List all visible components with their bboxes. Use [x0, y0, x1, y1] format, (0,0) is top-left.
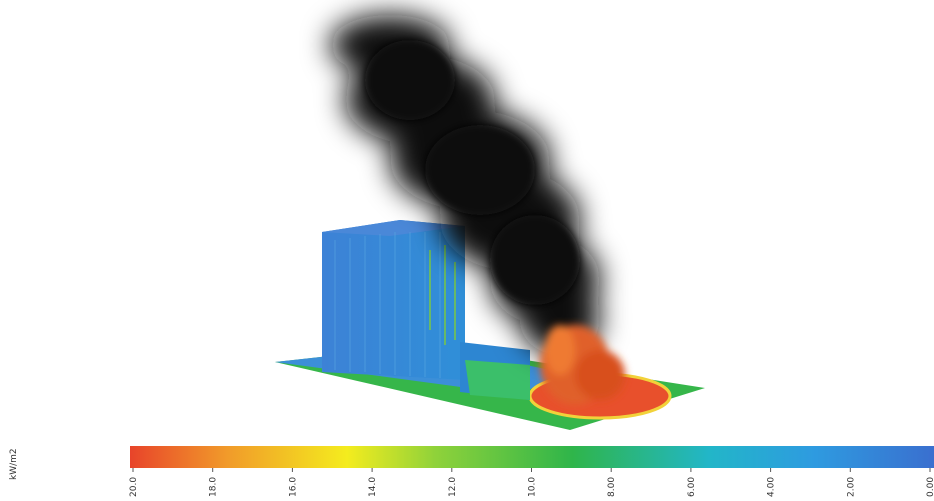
tick-label: 18.0 [209, 477, 219, 497]
tick-label: 0.00 [926, 477, 934, 497]
tick-label: 14.0 [368, 477, 378, 497]
tick-label: 4.00 [767, 477, 777, 497]
fire [540, 325, 625, 405]
page: kW/m2 20.0 18.0 16.0 14.0 12.0 10.0 8.00 6.00 4.… [0, 0, 934, 501]
tick-label: 6.00 [687, 477, 697, 497]
colorbar [130, 446, 934, 468]
tick-label: 12.0 [448, 477, 458, 497]
colorbar-unit: kW/m2 [9, 448, 19, 480]
tick-label: 20.0 [129, 477, 139, 497]
tick-label: 16.0 [288, 477, 298, 497]
scene: kW/m2 20.0 18.0 16.0 14.0 12.0 10.0 8.00 6.00 4.… [0, 0, 934, 501]
tick-label: 8.00 [607, 477, 617, 497]
colorbar-ticks: 20.0 18.0 16.0 14.0 12.0 10.0 8.00 6.00 4.00 2.00… [129, 468, 934, 497]
tick-label: 10.0 [528, 477, 538, 497]
tick-label: 2.00 [846, 477, 856, 497]
